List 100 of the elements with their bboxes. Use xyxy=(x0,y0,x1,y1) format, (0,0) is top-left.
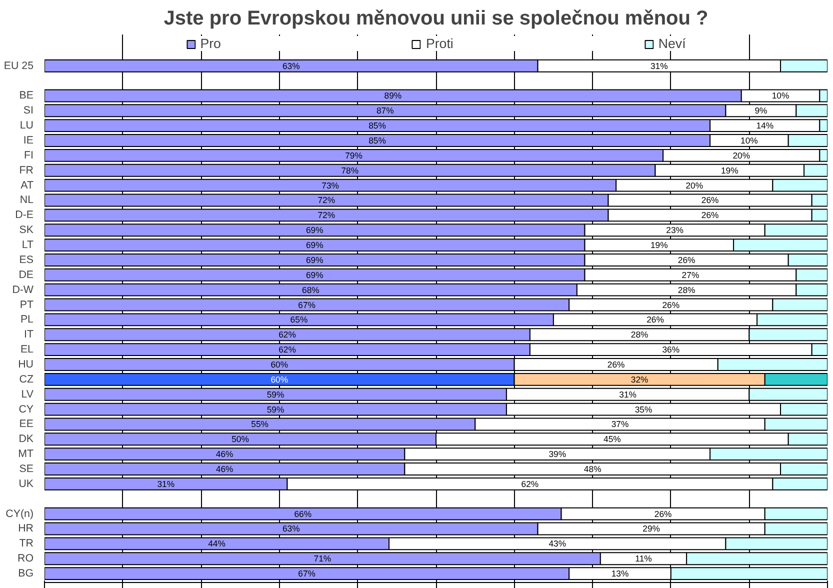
data-label: 31% xyxy=(619,389,637,400)
data-label: 28% xyxy=(630,330,649,340)
y-tick-label: BE xyxy=(19,90,34,102)
data-label: 26% xyxy=(701,210,720,220)
data-label: 29% xyxy=(642,524,660,534)
y-tick-label: AT xyxy=(20,179,34,192)
y-tick-label: CY xyxy=(18,403,34,416)
data-label: 89% xyxy=(384,90,402,101)
y-tick-label: RO xyxy=(18,552,34,565)
y-tick-label: UK xyxy=(18,478,34,490)
legend-label: Neví xyxy=(658,36,686,51)
data-label: 50% xyxy=(232,434,250,444)
y-tick-label: SK xyxy=(19,224,34,236)
data-label: 19% xyxy=(650,240,668,250)
data-label: 20% xyxy=(686,180,704,190)
data-label: 11% xyxy=(635,554,652,564)
data-label: 46% xyxy=(216,464,234,474)
y-tick-label: EU 25 xyxy=(4,60,34,72)
y-tick-label: HR xyxy=(18,522,34,535)
data-label: 23% xyxy=(666,225,684,236)
data-label: 69% xyxy=(306,270,324,280)
y-tick-label: IE xyxy=(23,134,34,147)
data-label: 67% xyxy=(298,568,316,579)
y-tick-label: FI xyxy=(24,149,34,162)
data-label: 31% xyxy=(650,60,668,71)
y-tick-label: FR xyxy=(19,164,34,176)
y-tick-label: EE xyxy=(19,418,34,430)
data-label: 9% xyxy=(754,106,768,116)
data-label: 35% xyxy=(634,404,652,414)
data-label: 20% xyxy=(732,150,750,160)
y-tick-label: D-W xyxy=(12,284,34,296)
data-label: 14% xyxy=(756,120,774,131)
data-label: 87% xyxy=(376,106,394,116)
data-label: 72% xyxy=(318,210,336,220)
y-tick-label: LV xyxy=(21,388,34,400)
data-label: 79% xyxy=(345,150,363,160)
y-tick-label: PT xyxy=(20,298,34,311)
y-tick-label: EL xyxy=(20,344,34,356)
y-tick-label: LT xyxy=(22,239,34,252)
data-label: 73% xyxy=(322,180,340,190)
data-label: 62% xyxy=(278,344,296,355)
data-label: 31% xyxy=(157,478,175,489)
data-label: 28% xyxy=(678,284,696,295)
data-label: 48% xyxy=(584,464,602,474)
data-label: 37% xyxy=(611,419,629,430)
data-label: 63% xyxy=(282,524,300,534)
y-tick-label: SE xyxy=(19,463,34,476)
data-label: 59% xyxy=(266,389,284,400)
legend-label: Proti xyxy=(426,36,454,51)
data-label: 32% xyxy=(630,374,649,384)
y-tick-label: PL xyxy=(20,314,34,326)
y-tick-label: NL xyxy=(20,194,34,206)
data-label: 85% xyxy=(368,136,386,146)
data-label: 26% xyxy=(646,314,664,325)
data-label: 78% xyxy=(341,165,359,176)
y-tick-label: HU xyxy=(18,358,34,370)
data-label: 60% xyxy=(270,359,288,370)
data-label: 62% xyxy=(521,478,539,489)
data-label: 71% xyxy=(314,554,332,564)
data-label: 26% xyxy=(654,508,672,519)
data-label: 60% xyxy=(270,374,288,384)
data-label: 63% xyxy=(282,60,300,71)
data-label: 46% xyxy=(216,449,234,460)
data-label: 26% xyxy=(607,359,626,370)
y-tick-label: MT xyxy=(18,448,34,460)
data-label: 19% xyxy=(720,165,739,176)
data-label: 62% xyxy=(278,330,296,340)
y-tick-label: D-E xyxy=(15,209,34,222)
data-label: 85% xyxy=(368,120,386,131)
data-label: 43% xyxy=(548,538,566,549)
y-tick-label: DK xyxy=(18,433,34,446)
data-label: 69% xyxy=(306,240,324,250)
data-label: 26% xyxy=(662,300,680,310)
data-label: 72% xyxy=(318,195,336,206)
y-tick-label: CZ xyxy=(19,373,34,386)
data-label: 10% xyxy=(740,136,758,146)
data-label: 59% xyxy=(266,404,284,414)
y-tick-label: DE xyxy=(18,268,34,281)
data-label: 68% xyxy=(302,284,320,295)
data-label: 26% xyxy=(678,254,696,265)
data-label: 69% xyxy=(306,254,324,265)
data-label: 13% xyxy=(611,568,629,579)
y-tick-label: BG xyxy=(18,568,34,580)
data-label: 66% xyxy=(294,508,312,519)
data-label: 39% xyxy=(548,449,566,460)
data-label: 67% xyxy=(298,300,316,310)
y-tick-label: SI xyxy=(23,104,34,117)
y-tick-label: CY(n) xyxy=(6,508,34,520)
data-label: 27% xyxy=(682,270,700,280)
data-label: 65% xyxy=(290,314,308,325)
data-label: 45% xyxy=(604,434,622,444)
data-label: 26% xyxy=(701,195,720,206)
data-label: 44% xyxy=(208,538,226,549)
chart-title: Jste pro Evropskou měnovou unii se společnou měnou ? xyxy=(164,8,708,30)
y-tick-label: ES xyxy=(19,254,34,266)
y-tick-label: TR xyxy=(19,538,34,550)
y-tick-label: LU xyxy=(20,120,34,132)
data-label: 69% xyxy=(306,225,324,236)
data-label: 10% xyxy=(772,90,790,101)
data-label: 55% xyxy=(251,419,269,430)
